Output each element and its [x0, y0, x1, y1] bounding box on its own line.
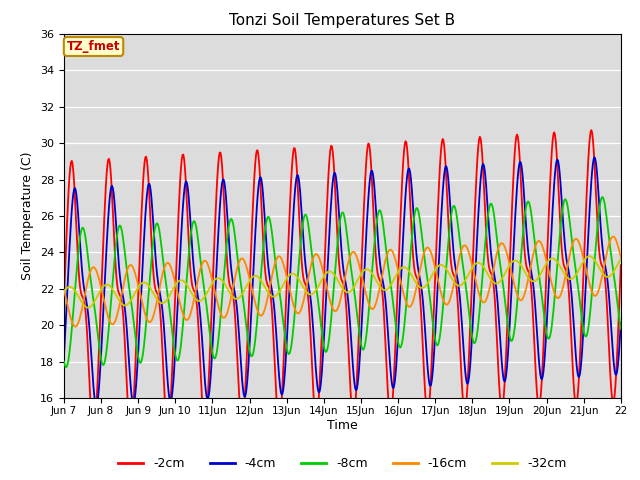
Legend: -2cm, -4cm, -8cm, -16cm, -32cm: -2cm, -4cm, -8cm, -16cm, -32cm: [113, 452, 572, 475]
Text: TZ_fmet: TZ_fmet: [67, 40, 120, 53]
Title: Tonzi Soil Temperatures Set B: Tonzi Soil Temperatures Set B: [229, 13, 456, 28]
X-axis label: Time: Time: [327, 419, 358, 432]
Y-axis label: Soil Temperature (C): Soil Temperature (C): [22, 152, 35, 280]
